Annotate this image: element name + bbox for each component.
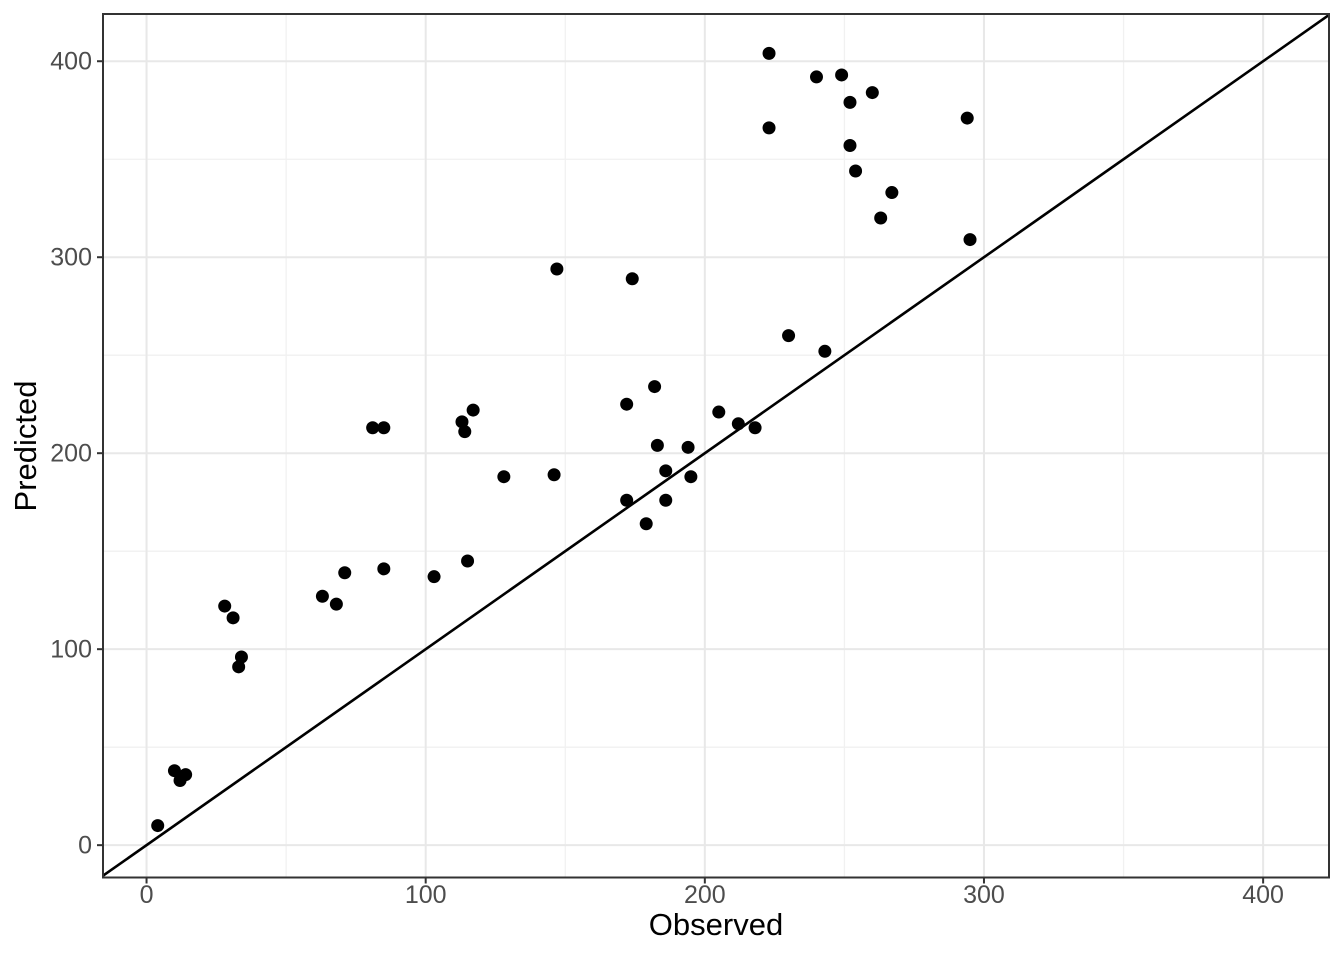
data-point bbox=[167, 764, 181, 778]
data-point bbox=[843, 139, 857, 153]
data-point bbox=[731, 417, 745, 431]
data-point bbox=[461, 554, 475, 568]
data-point bbox=[338, 566, 352, 580]
y-tick-label: 400 bbox=[50, 48, 92, 76]
data-point bbox=[427, 570, 441, 584]
data-point bbox=[620, 493, 634, 507]
data-point bbox=[659, 464, 673, 478]
data-point bbox=[315, 589, 329, 603]
data-point bbox=[377, 421, 391, 435]
panel-border bbox=[102, 13, 1330, 879]
data-point bbox=[620, 397, 634, 411]
data-point bbox=[232, 660, 246, 674]
data-point bbox=[762, 46, 776, 60]
identity-line-group bbox=[102, 13, 1330, 877]
data-point bbox=[782, 329, 796, 343]
x-tick-label: 300 bbox=[963, 881, 1005, 909]
data-point bbox=[684, 470, 698, 484]
x-tick-label: 0 bbox=[140, 881, 154, 909]
data-point bbox=[466, 403, 480, 417]
data-point bbox=[762, 121, 776, 135]
major-gridlines bbox=[103, 14, 1329, 878]
data-point bbox=[639, 517, 653, 531]
identity-line bbox=[102, 13, 1330, 877]
data-point bbox=[650, 438, 664, 452]
data-point bbox=[960, 111, 974, 125]
data-point bbox=[818, 344, 832, 358]
x-axis-title: Observed bbox=[649, 907, 783, 942]
data-point bbox=[458, 425, 472, 439]
data-point bbox=[748, 421, 762, 435]
data-point bbox=[809, 70, 823, 84]
x-tick-label: 400 bbox=[1242, 881, 1284, 909]
data-point bbox=[455, 415, 469, 429]
data-point bbox=[865, 86, 879, 100]
data-point bbox=[377, 562, 391, 576]
data-point bbox=[659, 493, 673, 507]
data-point bbox=[550, 262, 564, 276]
data-point bbox=[366, 421, 380, 435]
data-point bbox=[497, 470, 511, 484]
axis-tick-labels: 0 100 200 300 400 0 100 200 300 400 bbox=[50, 48, 1284, 909]
y-tick-label: 100 bbox=[50, 636, 92, 664]
axis-ticks bbox=[97, 60, 1265, 884]
data-point bbox=[625, 272, 639, 286]
data-point bbox=[874, 211, 888, 225]
data-point bbox=[835, 68, 849, 82]
y-tick-label: 200 bbox=[50, 440, 92, 468]
panel-border-rect bbox=[102, 13, 1330, 879]
data-point bbox=[329, 597, 343, 611]
data-point bbox=[151, 819, 165, 833]
data-point bbox=[681, 440, 695, 454]
data-point bbox=[547, 468, 561, 482]
data-point bbox=[234, 650, 248, 664]
data-point bbox=[648, 380, 662, 394]
y-tick-label: 300 bbox=[50, 244, 92, 272]
data-point bbox=[179, 768, 193, 782]
data-point bbox=[712, 405, 726, 419]
data-point bbox=[963, 233, 977, 247]
data-point bbox=[885, 186, 899, 200]
data-point bbox=[226, 611, 240, 625]
data-point bbox=[218, 599, 232, 613]
data-point bbox=[843, 95, 857, 109]
data-points bbox=[151, 46, 977, 833]
data-point bbox=[849, 164, 863, 178]
x-tick-label: 100 bbox=[405, 881, 447, 909]
y-tick-label: 0 bbox=[78, 832, 92, 860]
y-axis-title: Predicted bbox=[8, 381, 43, 512]
x-tick-label: 200 bbox=[684, 881, 726, 909]
